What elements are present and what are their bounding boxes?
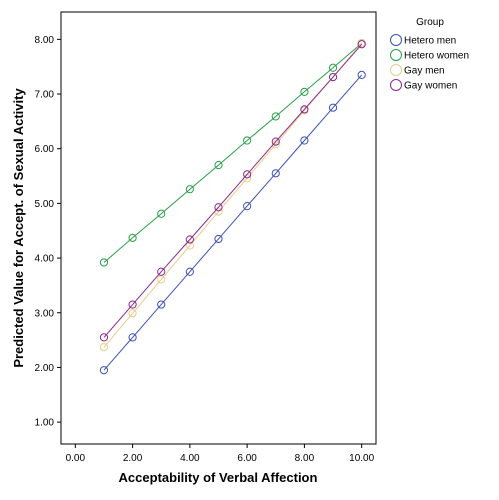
- series-line: [103, 42, 363, 263]
- x-tick-label: 6.00: [237, 453, 257, 464]
- data-point: [128, 300, 137, 309]
- legend: Group Hetero men Hetero women Gay men Gay w…: [390, 17, 469, 92]
- legend-title: Group: [416, 17, 444, 28]
- x-tick-label: 10.00: [349, 453, 374, 464]
- x-axis: 0.00 2.00 4.00 6.00 8.00 10.00: [66, 444, 375, 464]
- y-axis: 1.00 2.00 3.00 4.00 5.00 6.00 7.00 8.00: [35, 35, 61, 429]
- y-tick-label: 5.00: [35, 199, 55, 210]
- legend-label: Gay men: [404, 66, 445, 77]
- legend-item: Gay men: [390, 64, 445, 77]
- legend-label: Hetero women: [404, 51, 469, 62]
- y-tick-label: 7.00: [35, 90, 55, 101]
- data-point: [328, 103, 338, 112]
- legend-marker: [390, 79, 402, 91]
- legend-marker: [390, 64, 402, 76]
- data-point: [157, 267, 166, 276]
- data-point: [185, 235, 194, 244]
- series-hetero-men: [99, 70, 366, 375]
- data-point: [328, 72, 338, 82]
- data-point: [99, 258, 109, 267]
- data-point: [185, 185, 194, 194]
- data-point: [214, 161, 223, 170]
- data-point: [185, 241, 194, 250]
- data-point: [243, 136, 252, 145]
- data-point: [99, 366, 109, 375]
- data-point: [99, 333, 109, 342]
- data-point: [128, 309, 137, 318]
- data-point: [357, 40, 366, 49]
- data-point: [157, 209, 166, 218]
- legend-marker: [390, 49, 402, 61]
- y-tick-label: 6.00: [35, 144, 55, 155]
- data-point: [271, 137, 280, 146]
- legend-label: Gay women: [404, 81, 457, 92]
- data-point: [185, 267, 194, 276]
- series-line: [103, 74, 363, 371]
- y-axis-title: Predicted Value for Accept. of Sexual Ac…: [11, 88, 26, 368]
- plot-area: [60, 11, 377, 445]
- x-tick-label: 2.00: [123, 453, 143, 464]
- data-point: [271, 169, 280, 178]
- y-tick-label: 1.00: [35, 418, 55, 429]
- legend-label: Hetero men: [404, 36, 456, 47]
- y-tick-label: 8.00: [35, 35, 55, 46]
- legend-item: Gay women: [390, 79, 457, 92]
- data-point: [128, 333, 137, 342]
- data-point: [300, 136, 309, 145]
- x-axis-title: Acceptability of Verbal Affection: [119, 470, 318, 485]
- data-point: [99, 343, 109, 352]
- data-point: [243, 202, 252, 211]
- data-point: [328, 63, 338, 72]
- series-hetero-women: [99, 39, 366, 267]
- series-line: [103, 43, 363, 338]
- legend-item: Hetero men: [390, 34, 456, 47]
- y-tick-label: 2.00: [35, 363, 55, 374]
- legend-item: Hetero women: [390, 49, 469, 62]
- x-tick-label: 4.00: [180, 453, 200, 464]
- data-point: [157, 300, 166, 309]
- data-point: [214, 203, 223, 212]
- series-group: [99, 39, 366, 375]
- data-point: [214, 234, 223, 244]
- y-tick-label: 4.00: [35, 254, 55, 265]
- data-point: [271, 140, 280, 149]
- x-tick-label: 8.00: [295, 453, 315, 464]
- data-point: [271, 112, 280, 121]
- x-tick-label: 0.00: [66, 453, 86, 464]
- data-point: [300, 105, 309, 114]
- data-point: [300, 87, 309, 96]
- series-gay-women: [99, 40, 366, 342]
- y-tick-label: 3.00: [35, 308, 55, 319]
- data-point: [357, 70, 366, 79]
- data-point: [243, 170, 252, 179]
- data-point: [128, 233, 137, 242]
- legend-marker: [390, 34, 402, 46]
